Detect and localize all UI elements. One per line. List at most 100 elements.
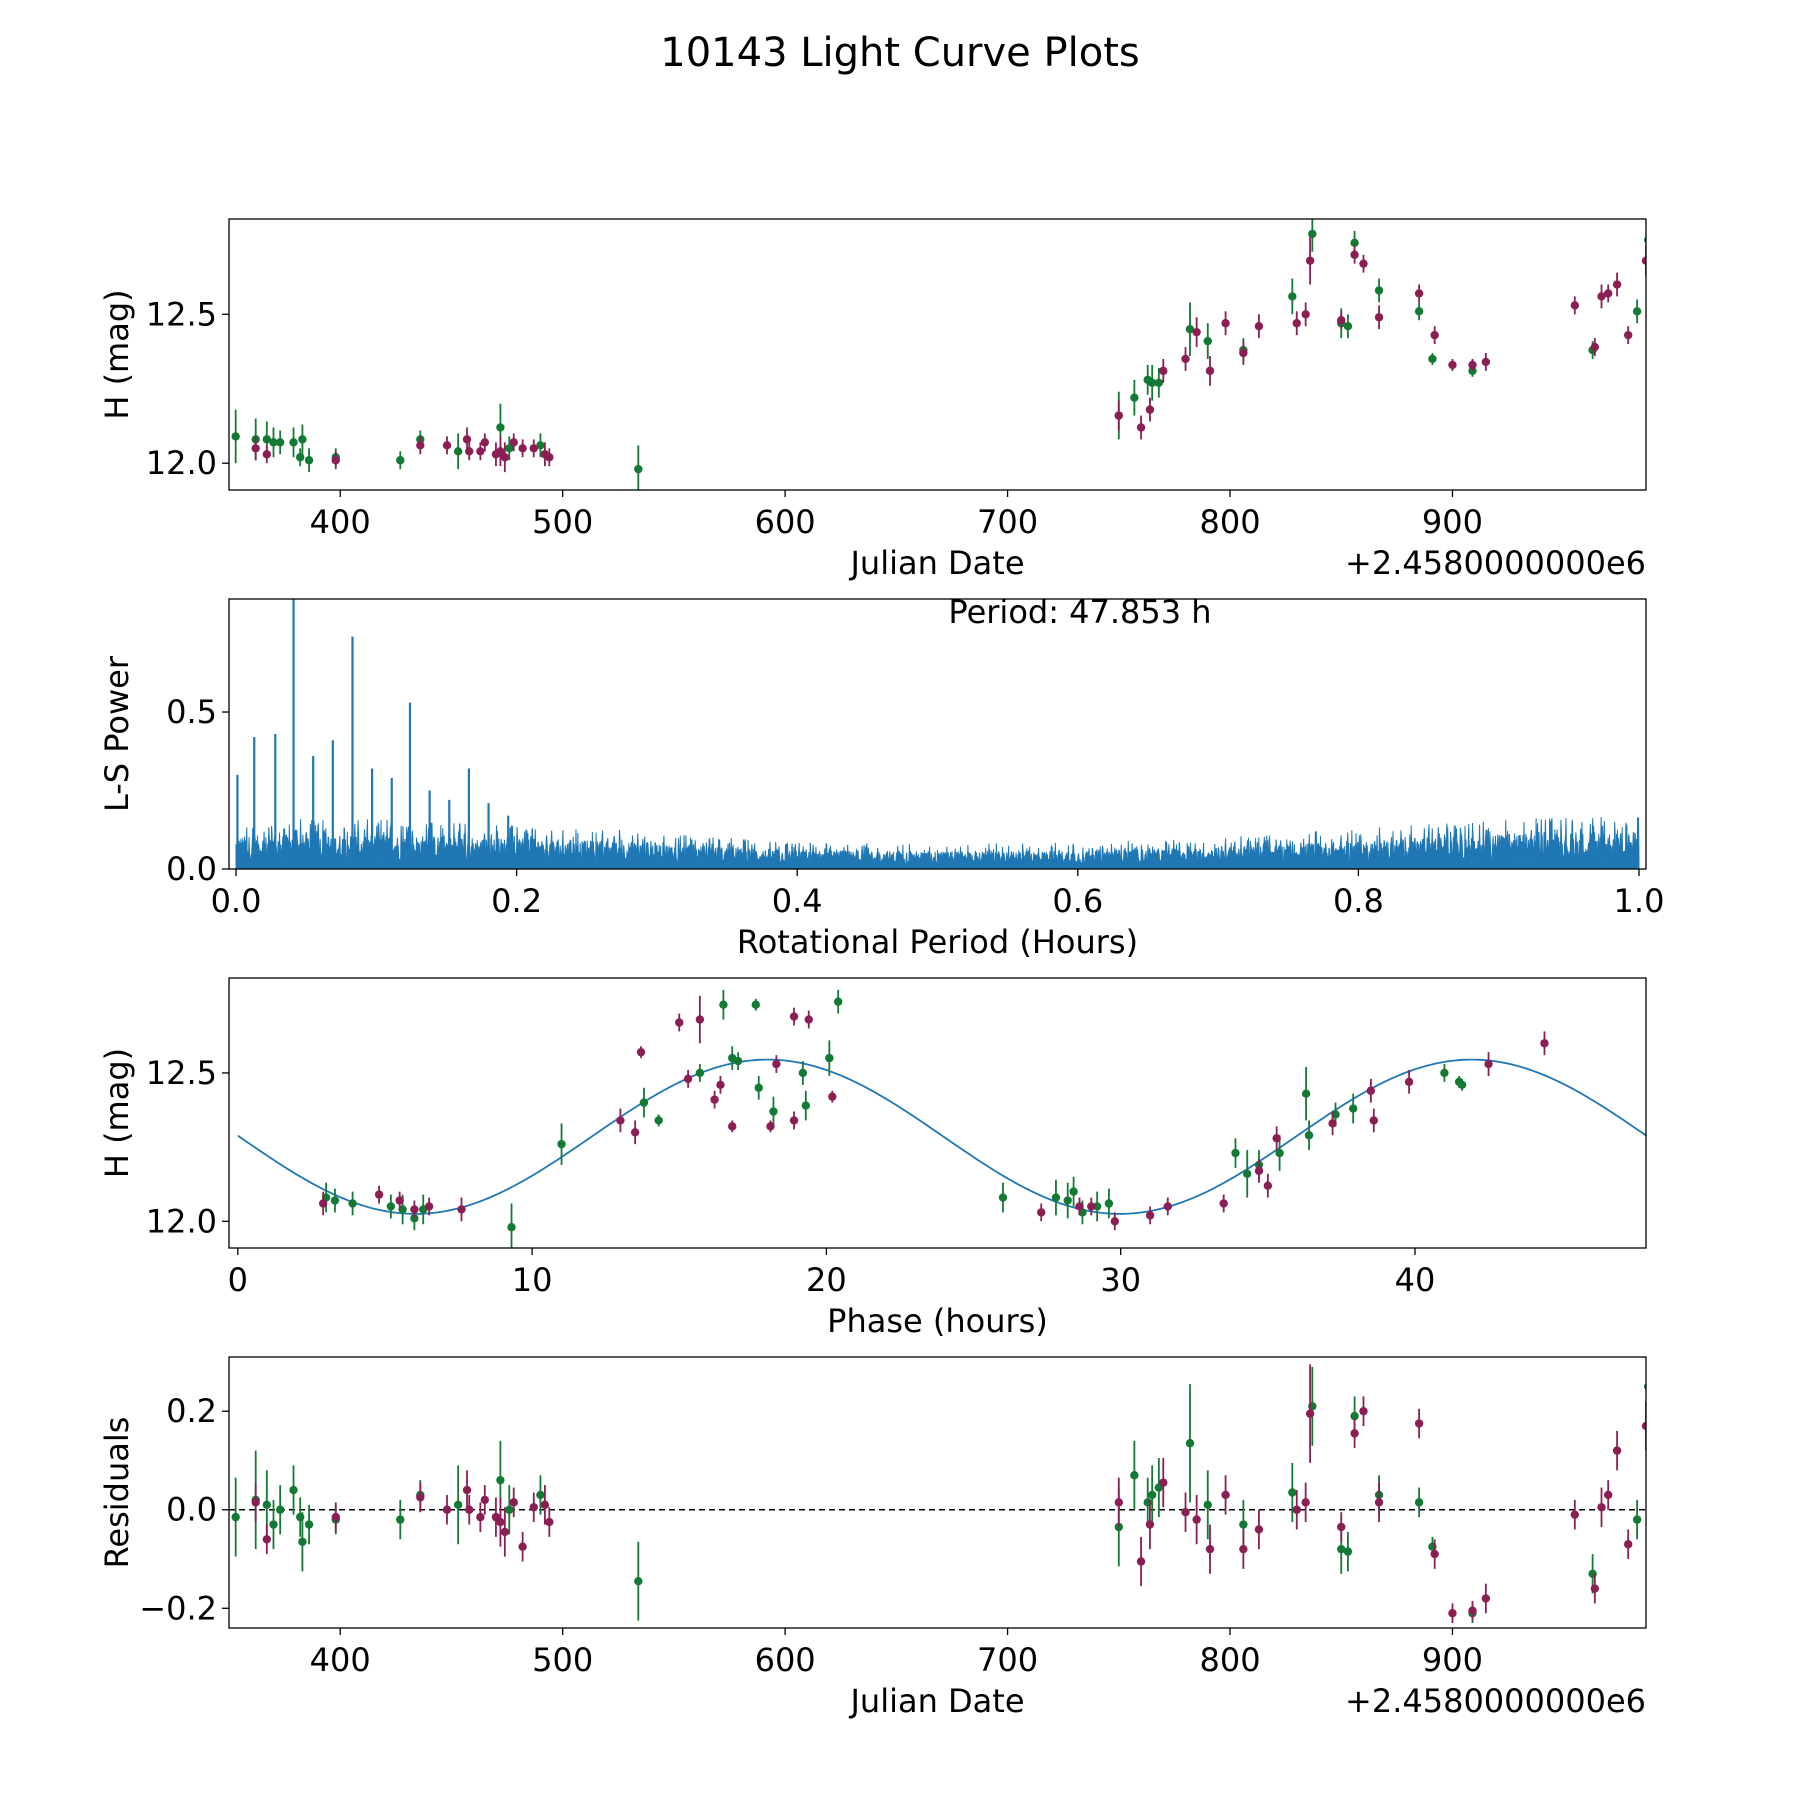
data-point-green (1092, 1191, 1102, 1222)
data-marker (1644, 236, 1646, 244)
data-marker (545, 1517, 554, 1527)
data-marker (1597, 292, 1606, 301)
x-tick-label: 10 (512, 1261, 553, 1299)
data-marker (1205, 366, 1215, 376)
data-point-green (1104, 1188, 1114, 1219)
data-marker (1075, 1202, 1084, 1211)
data-marker (1440, 1068, 1449, 1078)
data-point-purple (1430, 1539, 1439, 1569)
data-marker (1374, 1498, 1384, 1507)
data-point-purple (1114, 1477, 1123, 1527)
data-marker (1163, 1202, 1172, 1211)
y-axis-label: L-S Power (98, 655, 136, 812)
data-point-purple (804, 1010, 813, 1029)
data-point-purple (1366, 1078, 1376, 1103)
data-marker (507, 1223, 516, 1232)
periodogram-spectrum (235, 816, 1640, 869)
data-point-green (1632, 1499, 1642, 1540)
axes-frame (228, 598, 1647, 870)
data-marker (675, 1018, 684, 1027)
data-point-purple (476, 442, 485, 461)
data-marker (465, 1505, 474, 1514)
data-marker (1428, 354, 1437, 364)
data-point-purple (395, 1191, 404, 1210)
data-marker (386, 1202, 396, 1211)
data-point-purple (1484, 1052, 1493, 1076)
data-point-green (754, 1075, 763, 1100)
data-marker (1145, 405, 1155, 414)
data-point-green (1154, 1458, 1164, 1518)
panel-2: Period: 47.853 h0.0 0.2 0.4 0.6 0.8 1.00.00.5… (98, 593, 1664, 961)
axes-frame (228, 1356, 1647, 1629)
data-point-green (453, 433, 463, 470)
data-point-purple (1540, 1031, 1549, 1056)
data-marker (1243, 1169, 1252, 1179)
data-point-purple (416, 1482, 425, 1513)
x-tick-label: 800 (1199, 503, 1260, 541)
data-point-purple (1292, 1490, 1301, 1530)
data-point-purple (716, 1075, 725, 1094)
data-marker (509, 438, 518, 447)
data-marker (1343, 1547, 1353, 1556)
x-axis-label: Julian Date (848, 1682, 1024, 1720)
data-marker (1185, 1439, 1195, 1448)
data-marker (269, 438, 278, 447)
data-point-green (639, 1087, 649, 1118)
series-green (321, 989, 1467, 1248)
data-point-purple (1181, 1492, 1190, 1532)
data-marker (295, 453, 305, 462)
data-point-purple (1037, 1203, 1046, 1222)
data-marker (557, 1139, 566, 1149)
data-point-green (1147, 364, 1157, 401)
data-marker (518, 1542, 527, 1551)
data-marker (1263, 1181, 1273, 1190)
data-point-green (654, 1114, 663, 1127)
data-marker (1468, 1606, 1477, 1615)
data-point-purple (424, 1197, 434, 1216)
y-tick-label: 0.5 (166, 693, 217, 731)
data-marker (1275, 1148, 1284, 1158)
data-marker (410, 1214, 419, 1223)
data-point-purple (1337, 1512, 1346, 1542)
data-point-purple (1205, 355, 1215, 386)
data-point-green (1440, 1064, 1449, 1082)
data-marker (1468, 360, 1477, 370)
data-marker (262, 1500, 272, 1510)
data-marker (1203, 1500, 1212, 1510)
data-point-purple (1205, 1524, 1215, 1574)
data-marker (1272, 1134, 1281, 1143)
data-point-green (505, 1485, 514, 1535)
data-point-purple (545, 448, 554, 467)
data-marker (1570, 1510, 1580, 1519)
data-point-purple (545, 1507, 554, 1537)
data-point-purple (1110, 1212, 1120, 1231)
data-point-purple (491, 1497, 501, 1537)
data-point-green (289, 427, 298, 458)
data-marker (304, 1520, 314, 1529)
data-point-green (1063, 1182, 1072, 1219)
data-marker (1359, 1407, 1368, 1416)
data-point-green (1414, 302, 1424, 321)
data-point-purple (675, 1013, 684, 1032)
data-point-green (634, 1541, 643, 1621)
data-point-purple (766, 1120, 775, 1133)
data-point-purple (1192, 317, 1201, 348)
data-marker (536, 1490, 545, 1500)
data-marker (1632, 1515, 1642, 1524)
data-point-green (634, 445, 643, 490)
data-marker (395, 1196, 404, 1205)
data-marker (1159, 1478, 1168, 1487)
data-marker (789, 1012, 799, 1021)
data-point-purple (1359, 1396, 1368, 1426)
data-marker (1037, 1208, 1046, 1217)
data-marker (396, 1515, 405, 1524)
data-marker (754, 1083, 763, 1092)
data-marker (424, 1202, 434, 1211)
data-point-green (304, 448, 314, 473)
data-point-green (536, 433, 545, 458)
data-marker (1328, 1119, 1337, 1128)
data-point-purple (457, 1197, 466, 1222)
data-marker (1305, 1409, 1315, 1418)
data-point-purple (1254, 1158, 1264, 1183)
data-point-green (1231, 1138, 1240, 1168)
